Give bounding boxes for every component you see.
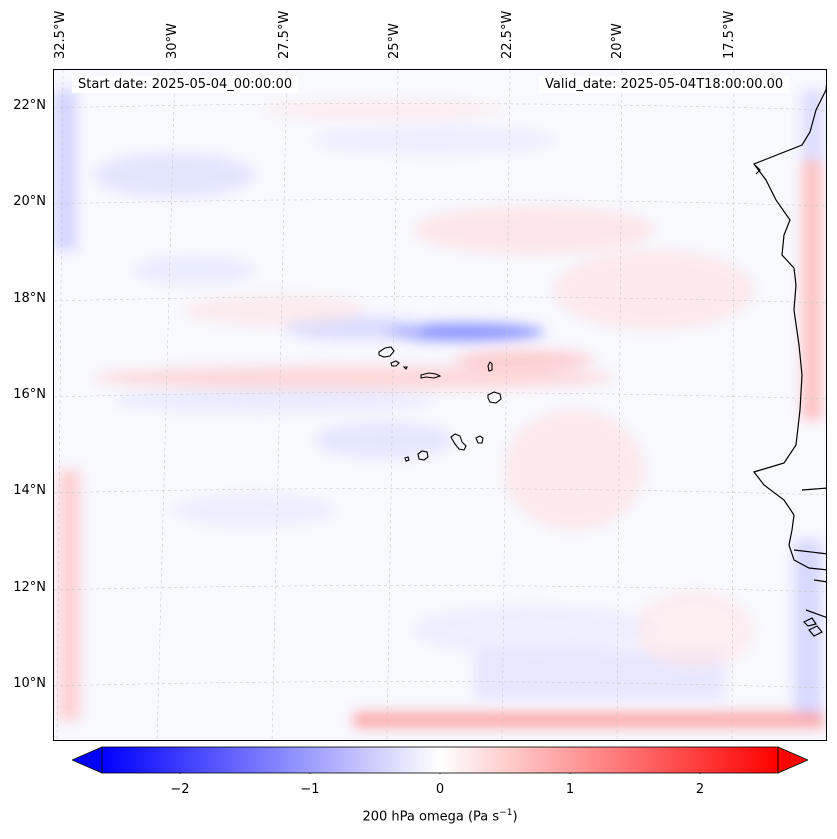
meridian-25w: [386, 70, 399, 740]
coast-senegal: [788, 514, 826, 571]
field-blue-patch-3: [114, 388, 434, 412]
lat-label-10n: 10°N: [13, 676, 46, 691]
colorbar: [72, 746, 808, 774]
field-red-band-east: [454, 350, 594, 370]
island-sao-vicente: [390, 360, 400, 367]
cape-verde-islands: [378, 346, 502, 462]
colorbar-units: Pa s: [473, 809, 500, 825]
parallel-22n: [54, 103, 826, 111]
parallel-12n: [54, 585, 826, 593]
island-sao-nicolau: [420, 372, 442, 379]
start-date-label: Start date: 2025-05-04_00:00:00: [72, 76, 299, 93]
lon-label-32-5w: 32.5°W: [53, 10, 68, 59]
field-red-patch-5: [264, 100, 504, 120]
island-fogo: [417, 450, 429, 461]
parallel-20n: [54, 199, 826, 207]
field-right-edge-blue-top: [802, 90, 824, 160]
field-red-band: [94, 366, 614, 390]
parallel-14n: [54, 488, 826, 496]
field-blue-patch-7: [414, 606, 654, 654]
lat-label-18n: 18°N: [13, 291, 46, 306]
african-coastline: [752, 83, 826, 637]
lon-label-30w: 30°W: [165, 23, 180, 59]
colorbar-extend-low: [72, 746, 103, 774]
lat-label-16n: 16°N: [13, 387, 46, 402]
colorbar-variable: 200 hPa omega: [362, 809, 464, 825]
lat-label-20n: 20°N: [13, 194, 46, 209]
island-boa-vista: [487, 391, 502, 404]
field-red-patch-4: [184, 294, 364, 326]
colorbar-tick-label-4: 2: [695, 782, 705, 797]
colorbar-tick-label-0: −2: [170, 782, 190, 797]
island-santo-antao: [378, 346, 395, 358]
lat-label-12n: 12°N: [13, 580, 46, 595]
meridian-20w: [616, 70, 623, 740]
coast-mauritania: [752, 83, 826, 516]
field-blue-band-north: [384, 323, 544, 341]
field-right-edge-blue-bottom: [794, 540, 822, 720]
field-red-patch-2: [554, 250, 754, 330]
island-sal: [487, 361, 493, 372]
lon-label-17-5w: 17.5°W: [722, 10, 737, 59]
lon-label-20w: 20°W: [610, 23, 625, 59]
colorbar-tick-label-2: 0: [435, 782, 445, 797]
field-blue-patch-4: [134, 256, 254, 284]
colorbar-ticks: [179, 773, 701, 774]
field-blue-patch-2: [314, 422, 454, 458]
lon-label-25w: 25°W: [387, 23, 402, 59]
omega-shading: [54, 90, 824, 728]
field-red-patch-1: [414, 206, 654, 254]
field-blue-patch-5: [314, 126, 554, 154]
coast-gambia-guinea: [793, 487, 826, 618]
island-maio: [475, 435, 484, 444]
colorbar-tick-label-1: −1: [300, 782, 320, 797]
colorbar-extend-high: [777, 746, 808, 774]
field-bottom-edge-red: [354, 712, 824, 728]
island-brava: [404, 456, 410, 462]
lat-label-22n: 22°N: [13, 98, 46, 113]
meridian-30w: [156, 70, 176, 740]
valid-date-label: Valid_date: 2025-05-04T18:00:00.00: [539, 76, 790, 93]
field-red-patch-3: [504, 410, 644, 530]
meridian-22-5w: [501, 70, 511, 740]
meridian-32-5w: [56, 70, 64, 740]
colorbar-units-exp: −1: [499, 808, 513, 818]
omega-field: [54, 70, 826, 740]
lon-label-22-5w: 22.5°W: [500, 10, 515, 59]
field-blue-patch-6: [174, 494, 334, 526]
field-left-edge-blue: [54, 90, 76, 250]
map-area[interactable]: [53, 69, 827, 741]
coast-bissagos: [802, 617, 823, 637]
gridlines: [54, 70, 826, 740]
lat-label-14n: 14°N: [13, 483, 46, 498]
colorbar-label: 200 hPa omega (Pa s−1): [362, 808, 518, 825]
lon-label-27-5w: 27.5°W: [277, 10, 292, 59]
meridian-17-5w: [731, 70, 735, 740]
field-blue-patch-1: [94, 153, 254, 197]
parallel-16n: [54, 392, 826, 400]
island-santa-luzia: [402, 366, 408, 370]
parallel-18n: [54, 296, 826, 304]
colorbar-body: [101, 746, 779, 774]
parallel-10n: [54, 681, 826, 689]
meridian-27-5w: [271, 70, 288, 740]
field-left-edge-red: [58, 470, 80, 720]
coast-dakhla-hook: [753, 163, 761, 175]
island-santiago: [450, 433, 467, 451]
field-right-edge-red: [802, 160, 822, 420]
colorbar-tick-label-3: 1: [565, 782, 575, 797]
field-red-patch-6: [634, 590, 754, 670]
